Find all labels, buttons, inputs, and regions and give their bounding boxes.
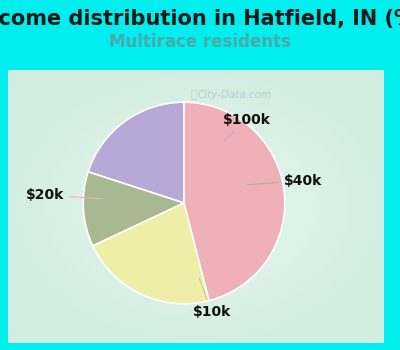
Wedge shape [184,102,285,301]
Text: $40k: $40k [247,174,322,188]
Text: ⦾: ⦾ [191,90,197,100]
Text: City-Data.com: City-Data.com [197,90,272,100]
Wedge shape [93,203,209,304]
Wedge shape [83,172,184,246]
Text: Income distribution in Hatfield, IN (%): Income distribution in Hatfield, IN (%) [0,9,400,29]
Wedge shape [88,102,184,203]
Text: $100k: $100k [222,113,270,141]
Text: Multirace residents: Multirace residents [109,33,291,51]
Text: $20k: $20k [26,188,100,202]
Text: $10k: $10k [193,278,231,319]
